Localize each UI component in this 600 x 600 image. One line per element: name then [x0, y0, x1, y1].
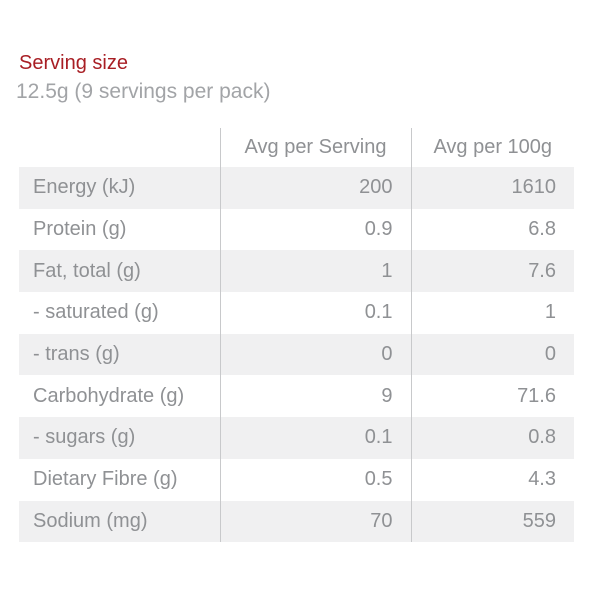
- table-row: - sugars (g) 0.1 0.8: [19, 417, 574, 459]
- table-row: Energy (kJ) 200 1610: [19, 167, 574, 209]
- value-per-serving: 0.1: [219, 417, 411, 459]
- value-per-serving: 9: [219, 375, 411, 418]
- nutrition-table-body: Energy (kJ) 200 1610 Protein (g) 0.9 6.8 Fat, …: [19, 167, 574, 543]
- value-per-serving: 70: [219, 500, 411, 543]
- table-row: - saturated (g) 0.1 1: [19, 292, 574, 334]
- table-row: Dietary Fibre (g) 0.5 4.3: [19, 458, 574, 501]
- value-per-serving: 200: [219, 167, 411, 209]
- col-header-nutrient: [19, 128, 220, 167]
- nutrient-label: - trans (g): [19, 333, 220, 376]
- table-row: Carbohydrate (g) 9 71.6: [19, 375, 574, 418]
- value-per-100g: 7.6: [410, 250, 574, 293]
- col-header-avg-per-100g: Avg per 100g: [410, 128, 574, 167]
- value-per-100g: 71.6: [410, 375, 574, 418]
- value-per-serving: 0: [219, 333, 411, 376]
- value-per-100g: 0: [410, 333, 574, 376]
- serving-size-heading: Serving size: [19, 52, 128, 74]
- serving-size-value: 12.5g (9 servings per pack): [16, 80, 271, 103]
- nutrient-label: Protein (g): [19, 208, 220, 251]
- value-per-serving: 0.1: [219, 292, 411, 334]
- value-per-100g: 0.8: [410, 417, 574, 459]
- table-row: - trans (g) 0 0: [19, 333, 574, 376]
- table-header-row: Avg per Serving Avg per 100g: [19, 128, 574, 167]
- value-per-100g: 4.3: [410, 458, 574, 501]
- nutrient-label: Carbohydrate (g): [19, 375, 220, 418]
- nutrient-label: - saturated (g): [19, 292, 220, 334]
- value-per-serving: 0.5: [219, 458, 411, 501]
- value-per-serving: 1: [219, 250, 411, 293]
- table-row: Protein (g) 0.9 6.8: [19, 208, 574, 251]
- value-per-serving: 0.9: [219, 208, 411, 251]
- col-header-avg-per-serving: Avg per Serving: [219, 128, 411, 167]
- table-row: Fat, total (g) 1 7.6: [19, 250, 574, 293]
- nutrient-label: Fat, total (g): [19, 250, 220, 293]
- table-row: Sodium (mg) 70 559: [19, 500, 574, 543]
- value-per-100g: 1610: [410, 167, 574, 209]
- nutrient-label: - sugars (g): [19, 417, 220, 459]
- nutrient-label: Energy (kJ): [19, 167, 220, 209]
- nutrient-label: Dietary Fibre (g): [19, 458, 220, 501]
- value-per-100g: 1: [410, 292, 574, 334]
- nutrient-label: Sodium (mg): [19, 500, 220, 543]
- nutrition-table: Avg per Serving Avg per 100g Energy (kJ)…: [19, 128, 574, 543]
- value-per-100g: 6.8: [410, 208, 574, 251]
- value-per-100g: 559: [410, 500, 574, 543]
